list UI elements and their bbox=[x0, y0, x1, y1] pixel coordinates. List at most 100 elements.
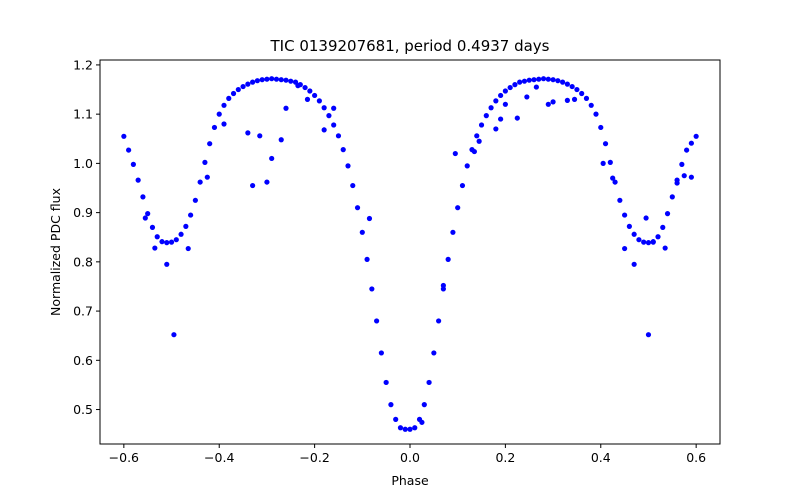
data-point bbox=[366, 215, 373, 222]
data-point bbox=[283, 77, 289, 83]
y-axis-ticks: 0.5 0.6 0.7 0.8 0.9 1.0 1.1 1.2 bbox=[73, 57, 100, 417]
data-point bbox=[171, 332, 177, 338]
x-tick-label: −0.2 bbox=[299, 450, 329, 465]
data-point bbox=[257, 133, 263, 139]
data-point bbox=[211, 124, 218, 131]
data-point bbox=[521, 78, 528, 84]
data-point bbox=[574, 86, 580, 93]
data-point bbox=[316, 98, 322, 104]
chart-title: TIC 0139207681, period 0.4937 days bbox=[269, 37, 549, 55]
data-point bbox=[269, 155, 275, 162]
data-point bbox=[326, 113, 332, 119]
data-point bbox=[569, 83, 575, 90]
data-point bbox=[135, 177, 141, 183]
data-point bbox=[431, 350, 437, 356]
data-point bbox=[307, 88, 313, 94]
data-point bbox=[674, 180, 680, 186]
data-point bbox=[164, 240, 170, 246]
data-point bbox=[345, 163, 351, 169]
data-point bbox=[183, 223, 189, 229]
y-axis-label: Normalized PDC flux bbox=[48, 188, 63, 316]
data-point bbox=[335, 133, 342, 139]
data-point bbox=[259, 77, 265, 83]
data-point bbox=[471, 148, 477, 155]
data-point bbox=[130, 161, 136, 167]
data-point bbox=[412, 425, 418, 431]
data-point bbox=[512, 82, 518, 88]
data-point bbox=[245, 81, 251, 87]
data-point bbox=[402, 426, 408, 432]
data-point bbox=[388, 402, 394, 408]
data-point bbox=[288, 78, 294, 84]
data-point bbox=[579, 90, 585, 97]
data-point bbox=[617, 197, 623, 203]
data-point bbox=[207, 141, 213, 147]
data-point bbox=[507, 84, 513, 91]
data-point bbox=[478, 122, 485, 128]
data-point bbox=[378, 350, 384, 356]
data-point bbox=[197, 179, 203, 185]
data-point bbox=[493, 98, 499, 104]
data-point bbox=[140, 194, 146, 200]
data-point bbox=[273, 76, 280, 82]
y-tick-label: 0.5 bbox=[73, 402, 93, 417]
data-point bbox=[476, 138, 482, 144]
data-point bbox=[216, 111, 222, 117]
x-axis-label: Phase bbox=[391, 473, 429, 488]
data-point bbox=[350, 182, 356, 189]
data-point bbox=[178, 231, 184, 237]
data-point bbox=[142, 215, 148, 221]
data-point bbox=[631, 231, 637, 237]
data-point bbox=[524, 94, 530, 100]
data-point bbox=[235, 86, 241, 93]
data-point bbox=[474, 133, 480, 139]
x-axis-ticks: −0.6 −0.4 −0.2 0.0 0.2 0.4 0.6 bbox=[109, 444, 706, 465]
data-point bbox=[154, 234, 160, 240]
data-point bbox=[436, 318, 442, 324]
data-point bbox=[545, 76, 551, 82]
data-point bbox=[421, 402, 427, 408]
data-point bbox=[240, 83, 246, 90]
data-point bbox=[445, 256, 451, 262]
data-point bbox=[583, 95, 590, 101]
data-point bbox=[450, 229, 456, 235]
data-point bbox=[455, 205, 461, 211]
data-point bbox=[440, 282, 446, 289]
data-point bbox=[221, 121, 227, 127]
data-point bbox=[612, 179, 618, 185]
data-point bbox=[600, 160, 606, 166]
y-tick-label: 0.9 bbox=[73, 205, 93, 220]
data-point bbox=[560, 79, 566, 85]
data-point bbox=[221, 102, 227, 108]
data-point bbox=[383, 379, 389, 386]
data-point bbox=[664, 211, 671, 217]
data-point bbox=[192, 197, 198, 203]
data-point bbox=[250, 79, 256, 85]
data-point bbox=[650, 239, 656, 245]
data-point bbox=[340, 147, 346, 153]
data-point bbox=[164, 261, 170, 267]
x-tick-label: −0.6 bbox=[109, 450, 139, 465]
data-point bbox=[607, 159, 613, 165]
data-point bbox=[302, 84, 308, 91]
data-point bbox=[517, 79, 523, 85]
data-point bbox=[159, 239, 165, 245]
data-points bbox=[121, 76, 699, 432]
data-point bbox=[660, 224, 666, 230]
data-point bbox=[374, 318, 380, 324]
data-point bbox=[226, 95, 232, 101]
data-point bbox=[464, 163, 470, 169]
plot-area-frame bbox=[99, 59, 721, 445]
x-tick-label: −0.4 bbox=[204, 450, 234, 465]
data-point bbox=[369, 286, 375, 292]
data-point bbox=[622, 212, 628, 218]
data-point bbox=[564, 97, 570, 103]
data-point bbox=[149, 224, 156, 230]
data-point bbox=[679, 161, 685, 167]
data-point bbox=[545, 101, 551, 107]
data-point bbox=[269, 76, 275, 82]
data-point bbox=[121, 133, 127, 139]
data-point bbox=[321, 105, 327, 111]
data-point bbox=[626, 223, 632, 229]
data-point bbox=[202, 159, 208, 165]
